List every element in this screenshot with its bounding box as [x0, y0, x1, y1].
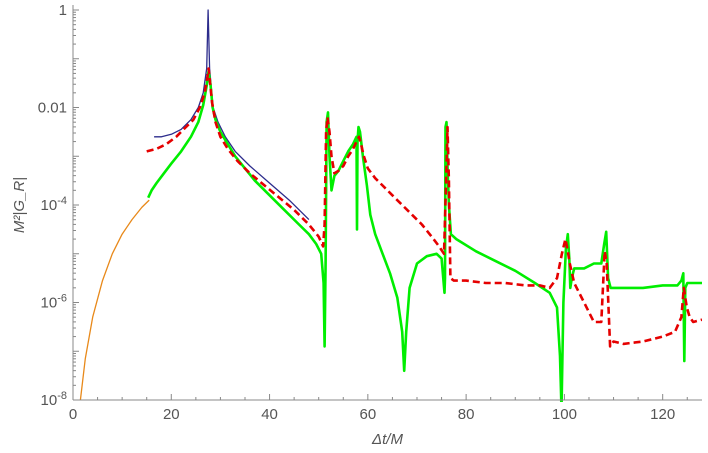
x-tick-label: 60: [360, 406, 377, 423]
y-tick-label: 10-8: [41, 390, 67, 409]
y-tick-label: 10-4: [41, 195, 67, 214]
series-2-line: [154, 9, 310, 221]
series-4-line: [146, 67, 702, 348]
x-tick-label: 0: [69, 406, 77, 423]
y-axis-label: M²|G_R|: [11, 177, 28, 233]
axes-layer: 0 20 40 60 80 100 120 1 0.01 10-4 10-6 10-8: [38, 2, 702, 423]
x-tick-label: 20: [163, 406, 180, 423]
y-tick-label: 1: [59, 2, 67, 19]
x-tick-label: 120: [650, 406, 675, 423]
series-layer: [79, 9, 702, 402]
x-tick-label: 40: [261, 406, 278, 423]
series-1-line: [79, 199, 150, 401]
x-tick-label: 100: [552, 406, 577, 423]
x-axis-label: Δt/M: [371, 431, 403, 448]
y-tick-label: 10-6: [41, 293, 67, 312]
x-tick-label: 80: [458, 406, 475, 423]
series-3-line: [147, 69, 702, 402]
y-tick-label: 0.01: [38, 100, 67, 117]
